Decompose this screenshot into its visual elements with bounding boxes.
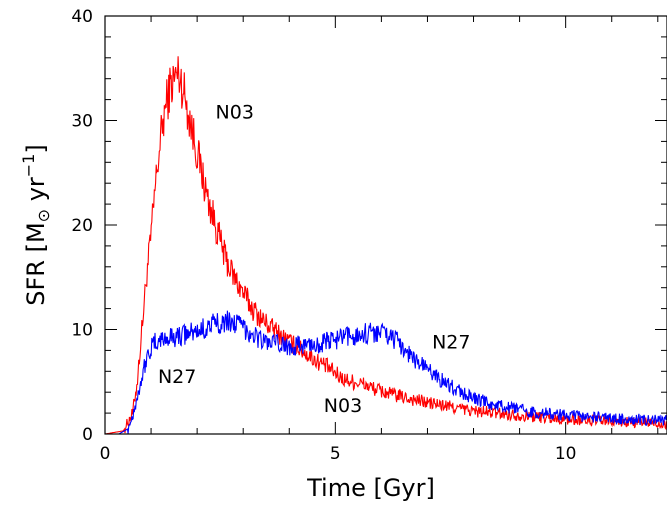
y-axis-title: SFR [M⊙ yr−1] (19, 144, 53, 306)
y-tick-label: 30 (71, 112, 93, 132)
y-axis-title-close: ] (22, 144, 50, 153)
y-axis-title-unit: yr (22, 177, 50, 209)
x-tick-label: 0 (100, 444, 111, 464)
series-annotation: N27 (432, 331, 470, 353)
annotation-layer: N03 N27 N27 N03 (158, 101, 470, 417)
series-annotation: N27 (158, 366, 196, 388)
y-tick-label: 40 (71, 7, 93, 27)
x-tick-label: 5 (330, 444, 341, 464)
y-axis-title-exponent: −1 (19, 154, 38, 178)
tick-layer: 0 5 10 0 10 20 30 40 (71, 7, 667, 464)
y-axis-title-main: SFR [M (22, 222, 50, 305)
x-axis-title: Time [Gyr] (306, 474, 435, 502)
y-tick-label: 0 (82, 425, 93, 445)
series-annotation: N03 (324, 395, 362, 417)
y-axis-title-sun-symbol: ⊙ (34, 209, 53, 222)
y-tick-label: 10 (71, 321, 93, 341)
series-layer (104, 56, 667, 435)
y-tick-label: 20 (71, 216, 93, 236)
series-annotation: N03 (216, 101, 254, 123)
series-line-n27 (105, 310, 667, 435)
x-tick-label: 10 (555, 444, 577, 464)
